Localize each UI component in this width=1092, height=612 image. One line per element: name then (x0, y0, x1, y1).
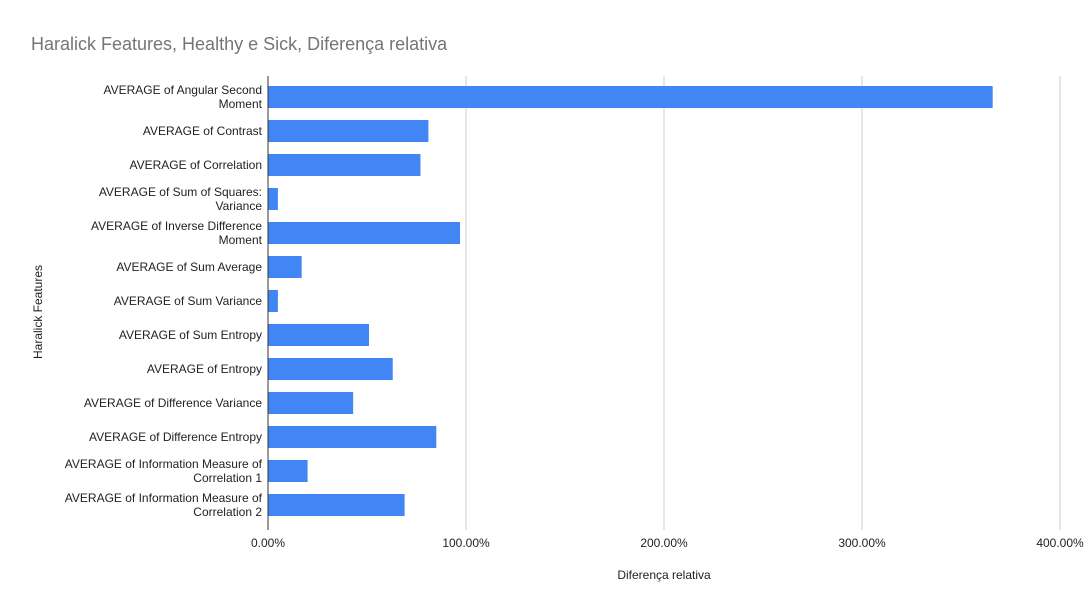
bar (268, 188, 278, 210)
y-axis-title: Haralick Features (31, 265, 45, 359)
x-tick-label: 300.00% (838, 536, 886, 550)
category-label: AVERAGE of Entropy (147, 362, 262, 376)
bar (268, 120, 429, 142)
bar (268, 358, 393, 380)
category-label: AVERAGE of Difference Variance (84, 396, 262, 410)
bar (268, 392, 354, 414)
category-label: AVERAGE of Difference Entropy (89, 430, 262, 444)
gridlines (465, 76, 1061, 530)
bar (268, 460, 308, 482)
category-label: AVERAGE of Information Measure of Correla… (65, 457, 263, 485)
x-tick-label: 0.00% (251, 536, 285, 550)
category-labels: AVERAGE of Angular Second Moment AVERAGE o… (65, 83, 263, 519)
category-label: AVERAGE of Sum Variance (114, 294, 263, 308)
bar (268, 290, 278, 312)
category-label: AVERAGE of Sum of Squares: Variance (99, 185, 263, 213)
x-tick-label: 100.00% (442, 536, 490, 550)
bar (268, 494, 405, 516)
category-label: AVERAGE of Inverse Difference Moment (91, 219, 263, 247)
category-label: AVERAGE of Angular Second Moment (103, 83, 262, 111)
bar (268, 426, 437, 448)
x-tick-labels: 0.00% 100.00% 200.00% 300.00% 400.00% (251, 536, 1084, 550)
bar (268, 154, 421, 176)
bar (268, 222, 461, 244)
category-label: AVERAGE of Information Measure of Correla… (65, 491, 263, 519)
category-label: AVERAGE of Sum Entropy (119, 328, 262, 342)
category-label: AVERAGE of Sum Average (116, 260, 262, 274)
x-axis-title: Diferença relativa (617, 568, 711, 582)
category-label: AVERAGE of Correlation (130, 158, 263, 172)
bar (268, 256, 302, 278)
x-tick-label: 400.00% (1036, 536, 1084, 550)
category-label: AVERAGE of Contrast (143, 124, 263, 138)
chart-title: Haralick Features, Healthy e Sick, Difer… (31, 34, 448, 54)
bar (268, 86, 993, 108)
bars (268, 86, 993, 516)
x-tick-label: 200.00% (640, 536, 688, 550)
bar (268, 324, 369, 346)
